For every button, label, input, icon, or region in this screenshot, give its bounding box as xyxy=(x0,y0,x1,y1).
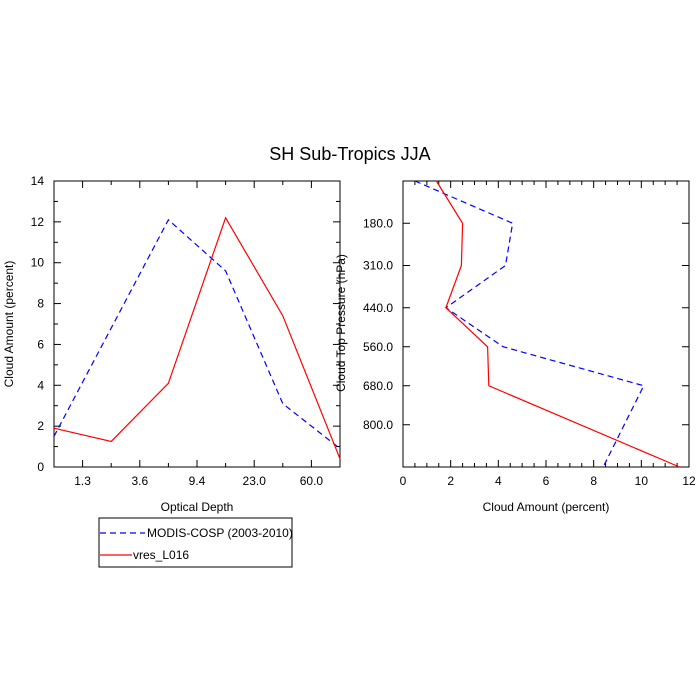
left-ticks: 1.3 3.6 9.4 23.0 60.0 0 2 4 6 8 10 12 14 xyxy=(31,174,340,488)
left-y-tick-label: 12 xyxy=(31,215,45,229)
left-y-tick-label: 14 xyxy=(31,174,45,188)
right-y-tick-label: 310.0 xyxy=(363,259,393,273)
left-y-tick-label: 8 xyxy=(37,297,44,311)
right-series-model-line xyxy=(435,180,680,468)
left-y-axis-label: Cloud Amount (percent) xyxy=(2,261,16,388)
right-x-tick-label: 12 xyxy=(682,474,696,488)
right-x-tick-label: 0 xyxy=(400,474,407,488)
right-series-modis-line xyxy=(414,180,645,468)
legend-model-label: vres_L016 xyxy=(133,548,189,562)
right-x-tick-label: 6 xyxy=(543,474,550,488)
left-series-modis-line xyxy=(53,218,341,450)
right-x-tick-label: 10 xyxy=(635,474,649,488)
left-x-tick-label: 3.6 xyxy=(131,474,148,488)
right-x-tick-label: 2 xyxy=(447,474,454,488)
right-y-axis-label: Cloud Top Pressure (hPa) xyxy=(334,254,348,392)
left-y-tick-label: 6 xyxy=(37,337,44,351)
left-y-tick-label: 2 xyxy=(37,419,44,433)
left-series-model-line xyxy=(53,216,341,460)
left-x-tick-label: 1.3 xyxy=(74,474,91,488)
left-y-tick-label: 0 xyxy=(37,460,44,474)
right-y-tick-label: 440.0 xyxy=(363,301,393,315)
legend-modis-label: MODIS-COSP (2003-2010) xyxy=(147,526,293,540)
right-y-tick-label: 800.0 xyxy=(363,418,393,432)
right-y-tick-label: 560.0 xyxy=(363,340,393,354)
right-x-axis-label: Cloud Amount (percent) xyxy=(483,500,610,514)
right-y-tick-label: 680.0 xyxy=(363,379,393,393)
right-ticks: 0 2 4 6 8 10 12 180.0 310.0 440.0 560.0 680.0 800.0 xyxy=(363,181,696,488)
right-series xyxy=(414,180,680,468)
left-x-axis-label: Optical Depth xyxy=(161,500,234,514)
right-x-tick-label: 8 xyxy=(590,474,597,488)
left-x-tick-label: 23.0 xyxy=(243,474,267,488)
right-y-tick-label: 180.0 xyxy=(363,216,393,230)
legend: MODIS-COSP (2003-2010) vres_L016 xyxy=(98,517,293,568)
left-y-tick-label: 10 xyxy=(31,256,45,270)
right-panel: 0 2 4 6 8 10 12180.0310.0440.0560.0680.0800.0 … xyxy=(334,180,696,514)
right-x-tick-label: 4 xyxy=(495,474,502,488)
legend-box xyxy=(98,517,293,568)
left-plot-frame xyxy=(53,180,341,468)
right-plot-frame xyxy=(402,180,690,468)
left-x-tick-label: 9.4 xyxy=(189,474,206,488)
left-x-tick-label: 60.0 xyxy=(300,474,324,488)
left-panel: 1.3 3.6 9.4 23.0 60.0 0 2 4 6 8 10 12 14 Optical Dep… xyxy=(2,174,341,514)
left-y-tick-label: 4 xyxy=(37,378,44,392)
chart-title: SH Sub-Tropics JJA xyxy=(269,144,430,164)
left-series xyxy=(53,216,341,460)
